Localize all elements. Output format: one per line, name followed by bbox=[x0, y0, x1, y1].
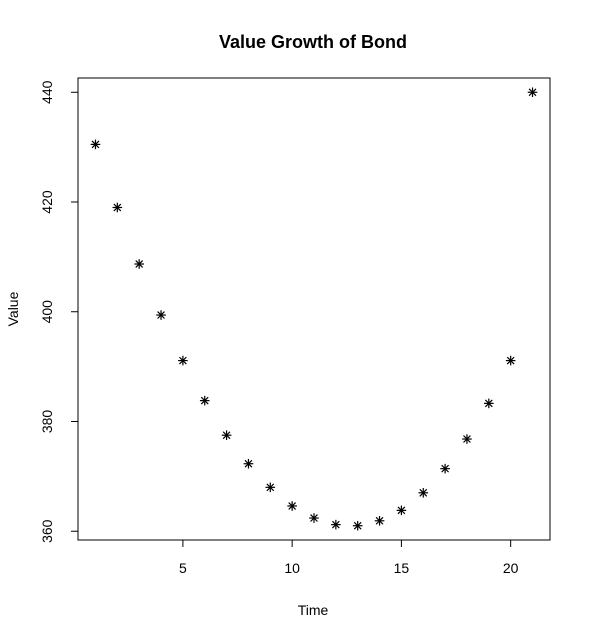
data-point bbox=[309, 513, 319, 523]
x-tick-label: 20 bbox=[503, 560, 519, 576]
y-tick-label: 420 bbox=[39, 190, 55, 214]
y-tick-label: 360 bbox=[39, 519, 55, 543]
data-points bbox=[90, 87, 538, 531]
y-axis-label: Value bbox=[5, 291, 21, 326]
data-point bbox=[243, 458, 254, 469]
x-axis-label: Time bbox=[298, 602, 329, 618]
data-point bbox=[505, 355, 516, 366]
data-point bbox=[352, 520, 363, 531]
data-point bbox=[221, 430, 232, 440]
data-point bbox=[134, 259, 144, 269]
x-tick-label: 10 bbox=[284, 560, 300, 576]
x-tick-label: 5 bbox=[179, 560, 187, 576]
y-tick-label: 380 bbox=[39, 410, 55, 434]
data-point bbox=[484, 398, 494, 409]
data-point bbox=[199, 395, 210, 406]
data-point bbox=[112, 202, 123, 213]
chart-title: Value Growth of Bond bbox=[219, 32, 407, 52]
data-point bbox=[331, 519, 341, 530]
data-point bbox=[287, 501, 297, 511]
data-point bbox=[265, 482, 276, 493]
data-point bbox=[374, 515, 385, 526]
y-axis: 360 380 400 420 440 bbox=[39, 80, 79, 543]
data-point bbox=[178, 355, 188, 366]
data-point bbox=[90, 139, 101, 150]
data-point bbox=[418, 488, 429, 498]
data-point bbox=[396, 505, 407, 516]
y-tick-label: 400 bbox=[39, 300, 55, 324]
data-point bbox=[156, 310, 166, 320]
data-point bbox=[462, 434, 472, 444]
data-point bbox=[440, 463, 450, 474]
plot-frame bbox=[77, 77, 551, 541]
data-point bbox=[527, 87, 538, 98]
y-tick-label: 440 bbox=[39, 80, 55, 104]
x-axis: 5 10 15 20 bbox=[179, 539, 519, 576]
x-tick-label: 15 bbox=[394, 560, 410, 576]
